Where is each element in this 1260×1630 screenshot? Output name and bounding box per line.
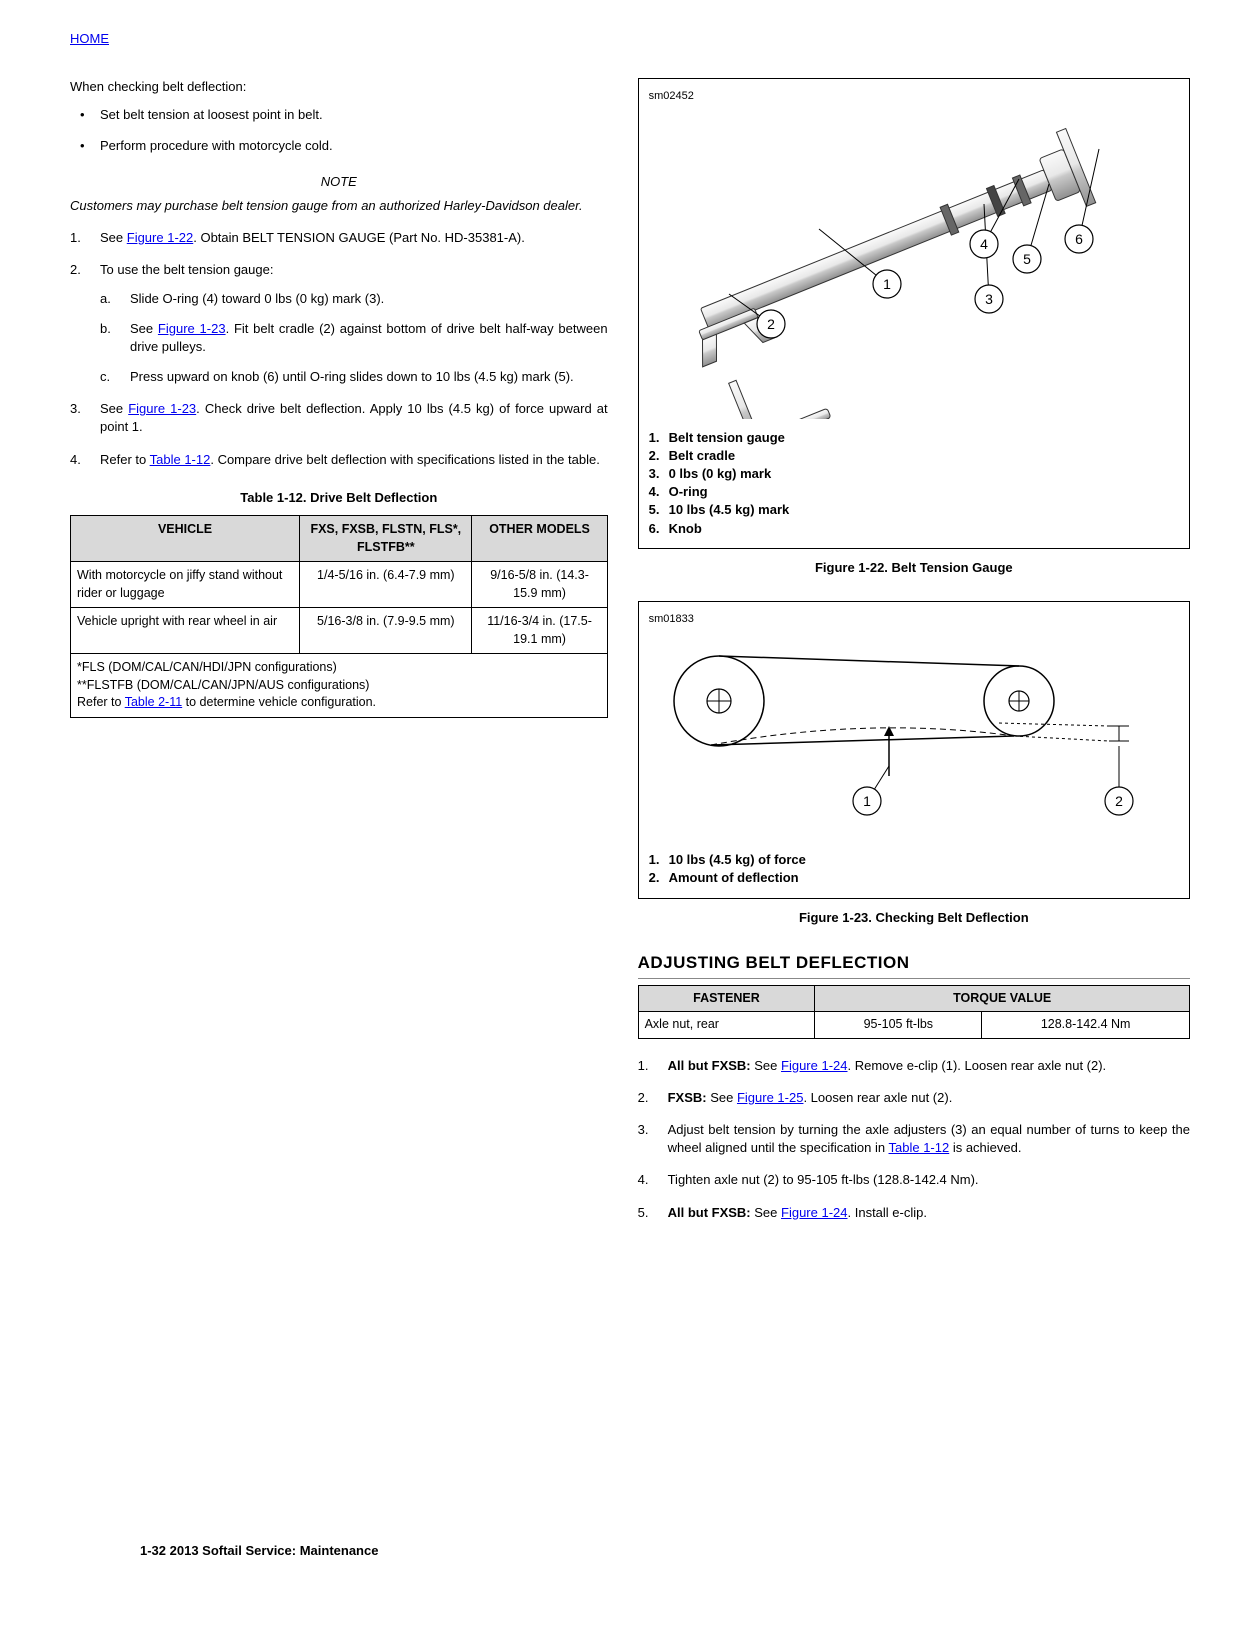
sm-label: sm01833 xyxy=(649,612,1179,627)
note-label: NOTE xyxy=(70,173,608,191)
figure-22-legend: 1.Belt tension gauge 2.Belt cradle 3.0 l… xyxy=(649,429,1179,538)
step: See Figure 1-23. Check drive belt deflec… xyxy=(70,400,608,436)
figure-23-caption: Figure 1-23. Checking Belt Deflection xyxy=(638,909,1190,927)
legend-item: 4.O-ring xyxy=(649,483,1179,501)
deflection-table: VEHICLE FXS, FXSB, FLSTN, FLS*, FLSTFB**… xyxy=(70,515,608,718)
svg-text:4: 4 xyxy=(980,236,988,252)
table-cell: 5/16-3/8 in. (7.9-9.5 mm) xyxy=(300,608,472,654)
table-header: OTHER MODELS xyxy=(472,516,607,562)
legend-item: 2.Amount of deflection xyxy=(649,869,1179,887)
left-column: When checking belt deflection: Set belt … xyxy=(70,78,608,1242)
table-cell: 1/4-5/16 in. (6.4-7.9 mm) xyxy=(300,562,472,608)
step: See Figure 1-22. Obtain BELT TENSION GAU… xyxy=(70,229,608,247)
substep: b.See Figure 1-23. Fit belt cradle (2) a… xyxy=(100,320,608,356)
adjusting-heading: ADJUSTING BELT DEFLECTION xyxy=(638,951,1190,979)
torque-table: FASTENER TORQUE VALUE Axle nut, rear 95-… xyxy=(638,985,1190,1039)
procedure-steps: See Figure 1-22. Obtain BELT TENSION GAU… xyxy=(70,229,608,469)
step: Tighten axle nut (2) to 95-105 ft-lbs (1… xyxy=(638,1171,1190,1189)
bullet-list: Set belt tension at loosest point in bel… xyxy=(70,106,608,154)
table-header: FXS, FXSB, FLSTN, FLS*, FLSTFB** xyxy=(300,516,472,562)
substep: a.Slide O-ring (4) toward 0 lbs (0 kg) m… xyxy=(100,290,608,308)
table-title: Table 1-12. Drive Belt Deflection xyxy=(70,489,608,507)
svg-text:1: 1 xyxy=(883,276,891,292)
legend-item: 5.10 lbs (4.5 kg) mark xyxy=(649,501,1179,519)
table-cell: 11/16-3/4 in. (17.5-19.1 mm) xyxy=(472,608,607,654)
step: FXSB: See Figure 1-25. Loosen rear axle … xyxy=(638,1089,1190,1107)
svg-text:3: 3 xyxy=(985,291,993,307)
table-header: VEHICLE xyxy=(71,516,300,562)
table-cell: 9/16-5/8 in. (14.3-15.9 mm) xyxy=(472,562,607,608)
svg-text:5: 5 xyxy=(1023,251,1031,267)
table-cell: Vehicle upright with rear wheel in air xyxy=(71,608,300,654)
belt-tension-gauge-diagram: 1 2 3 4 5 6 xyxy=(649,109,1149,419)
home-link[interactable]: HOME xyxy=(70,30,1190,48)
table-cell: 128.8-142.4 Nm xyxy=(982,1012,1190,1039)
figure-link[interactable]: Figure 1-24 xyxy=(781,1058,847,1073)
legend-item: 6.Knob xyxy=(649,520,1179,538)
table-link[interactable]: Table 1-12 xyxy=(889,1140,950,1155)
adjusting-steps: All but FXSB: See Figure 1-24. Remove e-… xyxy=(638,1057,1190,1222)
table-header: TORQUE VALUE xyxy=(815,985,1190,1012)
note-text: Customers may purchase belt tension gaug… xyxy=(70,197,608,215)
svg-text:1: 1 xyxy=(863,793,871,809)
step: Adjust belt tension by turning the axle … xyxy=(638,1121,1190,1157)
legend-item: 3.0 lbs (0 kg) mark xyxy=(649,465,1179,483)
bullet-item: Set belt tension at loosest point in bel… xyxy=(70,106,608,124)
svg-text:6: 6 xyxy=(1075,231,1083,247)
table-cell: Axle nut, rear xyxy=(638,1012,815,1039)
intro-text: When checking belt deflection: xyxy=(70,78,608,96)
table-link[interactable]: Table 1-12 xyxy=(150,452,211,467)
step: All but FXSB: See Figure 1-24. Install e… xyxy=(638,1204,1190,1222)
figure-22-caption: Figure 1-22. Belt Tension Gauge xyxy=(638,559,1190,577)
legend-item: 1.Belt tension gauge xyxy=(649,429,1179,447)
figure-22-box: sm02452 xyxy=(638,78,1190,549)
right-column: sm02452 xyxy=(638,78,1190,1242)
table-cell: 95-105 ft-lbs xyxy=(815,1012,982,1039)
substep: c.Press upward on knob (6) until O-ring … xyxy=(100,368,608,386)
sm-label: sm02452 xyxy=(649,89,1179,104)
figure-link[interactable]: Figure 1-23 xyxy=(158,321,226,336)
legend-item: 2.Belt cradle xyxy=(649,447,1179,465)
table-cell: With motorcycle on jiffy stand without r… xyxy=(71,562,300,608)
figure-link[interactable]: Figure 1-22 xyxy=(127,230,193,245)
belt-deflection-diagram: 1 2 xyxy=(649,631,1149,841)
svg-text:2: 2 xyxy=(767,316,775,332)
table-link[interactable]: Table 2-11 xyxy=(125,695,182,709)
step: All but FXSB: See Figure 1-24. Remove e-… xyxy=(638,1057,1190,1075)
step: To use the belt tension gauge: a.Slide O… xyxy=(70,261,608,386)
figure-23-box: sm01833 1 2 xyxy=(638,601,1190,899)
figure-link[interactable]: Figure 1-23 xyxy=(128,401,196,416)
table-footnote: *FLS (DOM/CAL/CAN/HDI/JPN configurations… xyxy=(71,654,608,718)
legend-item: 1.10 lbs (4.5 kg) of force xyxy=(649,851,1179,869)
figure-link[interactable]: Figure 1-25 xyxy=(737,1090,803,1105)
step: Refer to Table 1-12. Compare drive belt … xyxy=(70,451,608,469)
figure-23-legend: 1.10 lbs (4.5 kg) of force 2.Amount of d… xyxy=(649,851,1179,887)
figure-link[interactable]: Figure 1-24 xyxy=(781,1205,847,1220)
bullet-item: Perform procedure with motorcycle cold. xyxy=(70,137,608,155)
page-footer: 1-32 2013 Softail Service: Maintenance xyxy=(140,1542,378,1560)
svg-text:2: 2 xyxy=(1115,793,1123,809)
table-header: FASTENER xyxy=(638,985,815,1012)
